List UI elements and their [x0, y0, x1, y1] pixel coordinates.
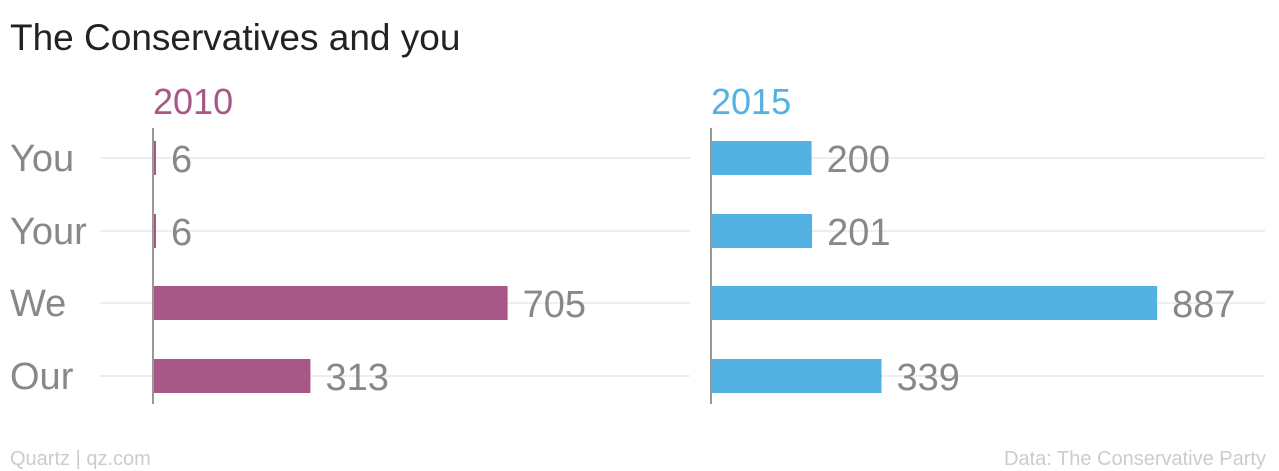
category-label-our: Our	[10, 356, 74, 398]
panels-group: You Your We Our 2010 6 6 705 313 2015 200 201 887 339	[10, 81, 1265, 404]
value-label-2015-we: 887	[1172, 284, 1235, 326]
bar-2010-we	[153, 286, 508, 320]
value-label-2015-your: 201	[827, 212, 890, 254]
value-label-2015-our: 339	[897, 357, 960, 399]
chart-title: The Conservatives and you	[10, 17, 460, 58]
value-label-2010-our: 313	[325, 357, 388, 399]
bar-2015-you	[711, 141, 812, 175]
value-label-2010-we: 705	[523, 284, 586, 326]
bar-2010-our	[153, 359, 311, 393]
footer-source-right: Data: The Conservative Party	[1004, 448, 1266, 470]
panel-title-2015: 2015	[711, 81, 791, 122]
value-label-2015-you: 200	[827, 139, 890, 181]
bar-2010-you	[153, 141, 157, 175]
footer-source-left: Quartz | qz.com	[10, 448, 151, 470]
panel-title-2010: 2010	[153, 81, 233, 122]
bar-2015-we	[711, 286, 1158, 320]
category-label-you: You	[10, 138, 74, 180]
category-label-we: We	[10, 283, 66, 325]
value-label-2010-you: 6	[171, 139, 192, 181]
category-label-your: Your	[10, 211, 87, 253]
value-label-2010-your: 6	[171, 212, 192, 254]
bar-2015-our	[711, 359, 882, 393]
bar-2015-your	[711, 214, 813, 248]
bar-2010-your	[153, 214, 157, 248]
